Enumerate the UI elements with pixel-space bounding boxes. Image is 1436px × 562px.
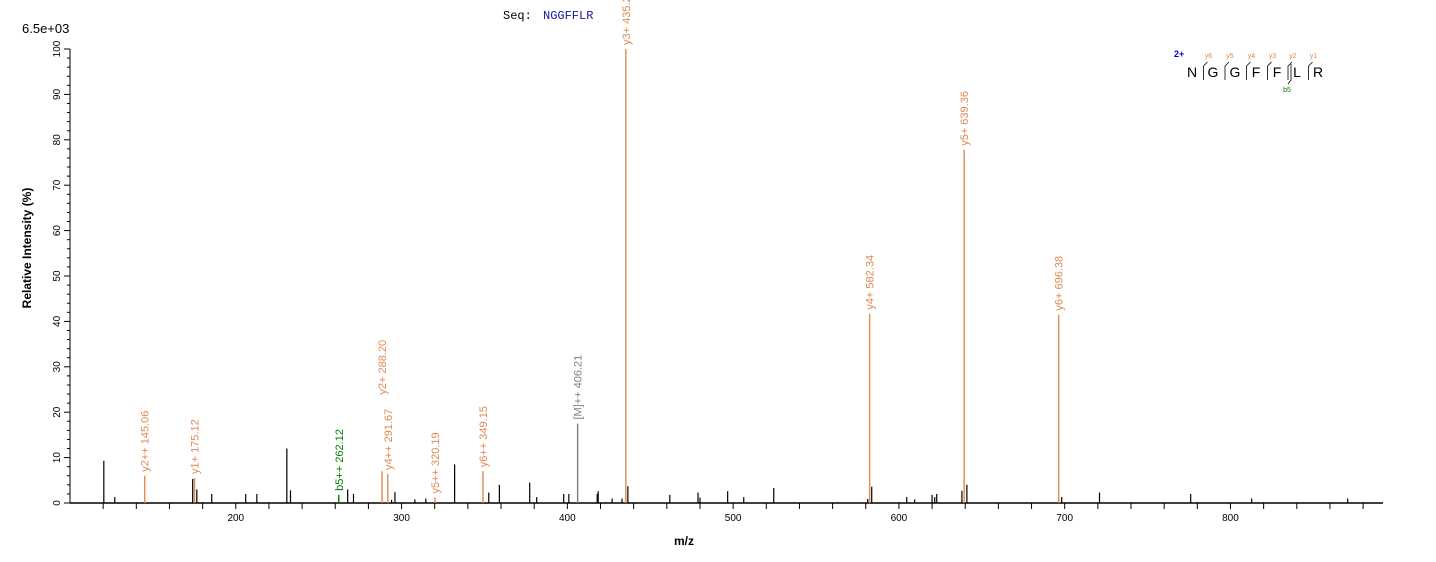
peaks: y6+ 696.38 y5+ 639.36 y4+ 582.34 y3+ 435.27… <box>103 0 1349 503</box>
y-ion-bracket <box>1224 61 1230 80</box>
sequence-title: NGGFFLR <box>543 9 593 23</box>
y-axis-label: Relative Intensity (%) <box>20 188 34 309</box>
x-tick-label: 800 <box>1222 513 1239 524</box>
peak-label: y6+ 696.38 <box>1054 256 1066 311</box>
y-tick-label: 80 <box>52 134 63 146</box>
x-tick-label: 600 <box>891 513 908 524</box>
y-ion-label: y3 <box>1269 53 1277 60</box>
residue-letter: N <box>1187 64 1197 80</box>
y-tick-label: 100 <box>52 40 63 57</box>
y-tick-label: 20 <box>52 406 63 418</box>
y-ion-label: y4 <box>1248 53 1256 60</box>
y-tick-label: 30 <box>52 361 63 373</box>
peak-label: y2+ 288.20 <box>377 340 389 395</box>
residue-letter: L <box>1293 64 1301 80</box>
peak-label: y4+ 582.34 <box>865 255 877 310</box>
max-intensity-label: 6.5e+03 <box>22 21 69 36</box>
x-tick-label: 300 <box>393 513 410 524</box>
y-ion-bracket <box>1203 61 1208 80</box>
residue-letter: R <box>1313 64 1323 80</box>
x-tick-label: 500 <box>725 513 742 524</box>
y-ion-label: y6 <box>1205 53 1213 60</box>
y-tick-label: 0 <box>52 500 63 506</box>
charge-label: 2+ <box>1174 49 1184 59</box>
residue-letter: G <box>1230 64 1241 80</box>
y-ion-bracket <box>1267 61 1272 80</box>
y-tick-label: 70 <box>52 179 63 191</box>
residue-letter: F <box>1252 64 1261 80</box>
b-ion-label: b5 <box>1283 87 1291 94</box>
y-tick-label: 90 <box>52 88 63 100</box>
peak-label: b5++ 262.12 <box>334 429 346 491</box>
y-ion-label: y2 <box>1289 53 1297 60</box>
y-ion-bracket <box>1287 61 1293 80</box>
peak-label: y4++ 291.67 <box>383 409 395 470</box>
x-tick-label: 700 <box>1056 513 1073 524</box>
residue-letter: G <box>1208 64 1219 80</box>
y-ion-bracket <box>1246 61 1251 80</box>
peak-label: y5+ 639.36 <box>959 91 971 146</box>
peak-label: y6++ 349.15 <box>478 406 490 467</box>
seq-label: Seq: <box>503 9 532 23</box>
b-ion-bracket <box>1287 64 1292 85</box>
y-tick-label: 40 <box>52 315 63 327</box>
x-tick-label: 400 <box>559 513 576 524</box>
x-tick-label: 200 <box>227 513 244 524</box>
y-tick-label: 50 <box>52 270 63 282</box>
residue-letter: F <box>1273 64 1282 80</box>
peak-label: y1+ 175.12 <box>190 419 202 474</box>
peak-label: y2++ 145.06 <box>140 411 152 472</box>
y-ion-label: y5 <box>1226 53 1234 60</box>
y-ion-label: y1 <box>1310 53 1318 60</box>
peak-label: y3+ 435.27 <box>621 0 633 45</box>
axes: 200 300 400 500 600 700 800 0 10 20 30 40 50 60 70 80 90… <box>52 40 1383 524</box>
y-tick-label: 10 <box>52 452 63 464</box>
x-axis-label: m/z <box>674 534 694 548</box>
y-tick-label: 60 <box>52 225 63 237</box>
peak-label: y5++ 320.19 <box>430 432 442 493</box>
y-ion-bracket <box>1308 61 1313 80</box>
peak-label: [M]++ 406.21 <box>573 355 585 420</box>
